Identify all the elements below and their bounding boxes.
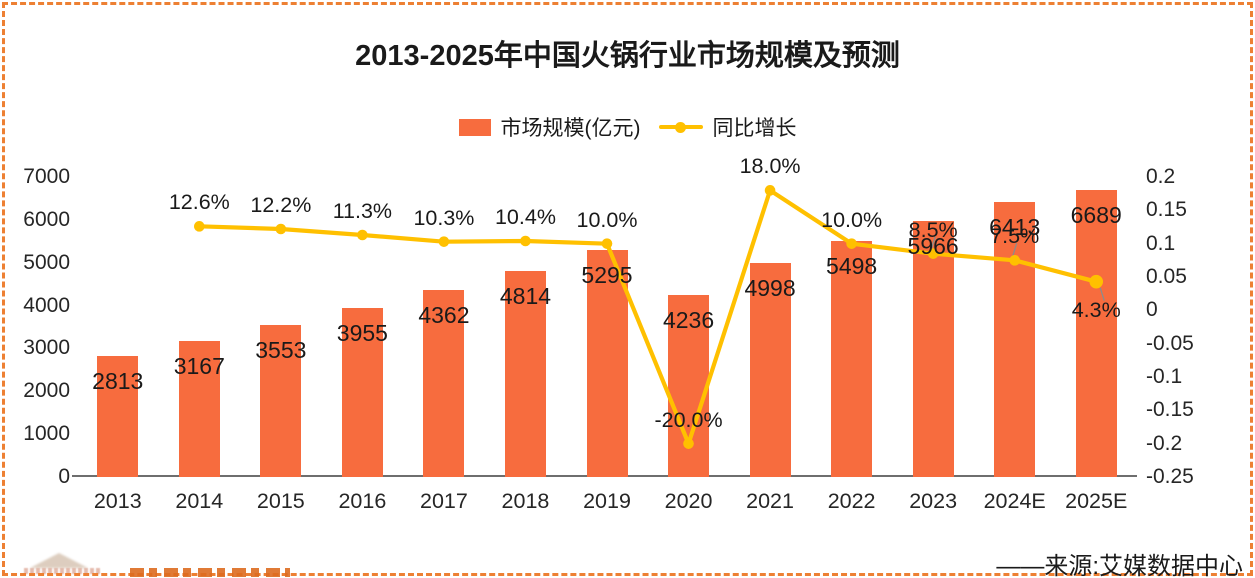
bar-2021 — [749, 262, 791, 477]
bar-data-label: 5498 — [826, 253, 878, 280]
line-data-label: 10.3% — [413, 205, 475, 230]
bar-2019 — [586, 250, 628, 477]
line-marker-2023 — [927, 248, 939, 259]
right-axis-tick-label: 0.1 — [1146, 231, 1176, 255]
bar-data-label: 5966 — [907, 233, 959, 260]
line-data-label: 8.5% — [908, 217, 958, 242]
legend-item-growth: 同比增长 — [658, 112, 797, 142]
bar-2014 — [178, 341, 220, 477]
x-axis-label: 2024E — [983, 489, 1046, 513]
bar-2023 — [912, 221, 954, 477]
line-data-label: 10.4% — [494, 205, 556, 229]
left-axis-tick-label: 1000 — [23, 422, 70, 446]
line-data-label: 10.0% — [821, 207, 883, 232]
line-data-label: 4.3% — [1071, 297, 1121, 322]
source-caption: ——来源:艾媒数据中心 — [996, 553, 1243, 578]
line-marker-2024E — [1009, 255, 1020, 266]
bar-2018 — [504, 270, 546, 477]
line-data-label: 11.3% — [332, 199, 393, 223]
left-axis-tick-label: 5000 — [23, 250, 70, 274]
legend-item-market-size: 市场规模(亿元) — [458, 112, 641, 142]
left-axis-tick-label: 6000 — [23, 207, 70, 231]
line-marker-2017 — [438, 236, 450, 247]
right-axis-tick-label: -0.15 — [1146, 398, 1194, 422]
watermark-logo-text — [24, 568, 102, 574]
watermark-logo — [30, 553, 88, 568]
bar-2013 — [97, 356, 139, 477]
line-marker-2025E — [1089, 274, 1104, 289]
left-axis-tick-label: 0 — [58, 465, 70, 488]
bar-data-label: 5295 — [581, 262, 633, 289]
line-marker-2014 — [194, 221, 205, 232]
bar-data-label: 4362 — [418, 302, 470, 329]
left-axis-tick-label: 7000 — [23, 165, 70, 188]
chart-title: 2013-2025年中国火锅行业市场规模及预测 — [355, 40, 900, 72]
line-marker-2018 — [520, 235, 531, 247]
left-axis-tick-label: 2000 — [23, 379, 70, 403]
left-axis-tick-label: 4000 — [23, 293, 70, 317]
x-axis-label: 2025E — [1065, 489, 1128, 513]
line-data-label: 18.0% — [739, 154, 801, 179]
line-data-label: -20.0% — [654, 407, 723, 432]
bar-data-label: 3955 — [336, 319, 388, 346]
x-axis-label: 2013 — [93, 489, 142, 513]
growth-line — [197, 188, 1099, 446]
line-data-label: 12.2% — [250, 193, 312, 217]
x-axis-label: 2019 — [583, 489, 631, 513]
bar-series-swatch-icon — [458, 118, 491, 136]
bar-2017 — [423, 290, 465, 477]
x-axis-label: 2020 — [664, 489, 713, 513]
bar-data-label: 3167 — [173, 353, 225, 380]
right-axis-tick-label: -0.25 — [1146, 465, 1194, 488]
bar-data-label: 3553 — [255, 336, 307, 363]
x-axis-label: 2023 — [909, 489, 958, 513]
line-marker-2022 — [846, 238, 857, 249]
bar-data-label: 2813 — [92, 368, 144, 395]
bar-2015 — [260, 324, 302, 477]
line-marker-2015 — [275, 223, 287, 235]
legend-label-growth: 同比增长 — [712, 117, 797, 140]
x-axis-label: 2015 — [256, 489, 305, 513]
line-data-label: 10.0% — [576, 207, 638, 232]
left-axis-tick-label: 3000 — [23, 336, 70, 360]
right-axis-tick-label: -0.1 — [1146, 365, 1183, 388]
bar-2025E — [1075, 190, 1117, 477]
line-marker-2016 — [357, 229, 368, 241]
label-leader-line — [1012, 243, 1018, 257]
x-axis-label: 2017 — [420, 489, 468, 513]
x-axis-label: 2022 — [827, 489, 876, 513]
growth-line-svg — [194, 185, 1105, 449]
right-axis-tick-label: 0.05 — [1146, 265, 1187, 288]
bar-data-label: 6413 — [989, 214, 1041, 241]
right-axis-tick-label: -0.05 — [1146, 331, 1194, 355]
bar-data-label: 4814 — [499, 282, 552, 309]
label-leader-line — [1099, 287, 1105, 301]
bar-data-label: 4998 — [744, 274, 796, 301]
chart-legend: 市场规模(亿元) 同比增长 — [0, 112, 1255, 142]
x-axis-label: 2018 — [501, 489, 550, 513]
legend-label-market-size: 市场规模(亿元) — [500, 117, 641, 140]
bar-2022 — [831, 241, 873, 477]
right-axis-tick-label: 0.15 — [1146, 198, 1187, 222]
label-leader-line — [930, 236, 936, 250]
line-marker-2019 — [601, 238, 613, 249]
line-data-label: 7.5% — [990, 224, 1040, 249]
line-marker-2021 — [764, 185, 776, 196]
line-series-swatch-icon — [658, 121, 703, 133]
right-axis-tick-label: 0 — [1146, 298, 1158, 322]
right-axis-tick-label: 0.2 — [1146, 165, 1176, 188]
line-data-label: 12.6% — [168, 190, 230, 215]
x-axis-label: 2021 — [746, 489, 794, 513]
x-axis-label: 2014 — [175, 489, 224, 513]
watermark-strip — [130, 568, 290, 577]
x-axis-label: 2016 — [338, 489, 387, 513]
line-marker-2020 — [683, 438, 694, 449]
right-axis-tick-label: -0.2 — [1146, 431, 1183, 455]
bar-data-label: 4236 — [662, 307, 715, 334]
bar-2016 — [341, 307, 383, 477]
bar-data-label: 6689 — [1070, 202, 1122, 229]
